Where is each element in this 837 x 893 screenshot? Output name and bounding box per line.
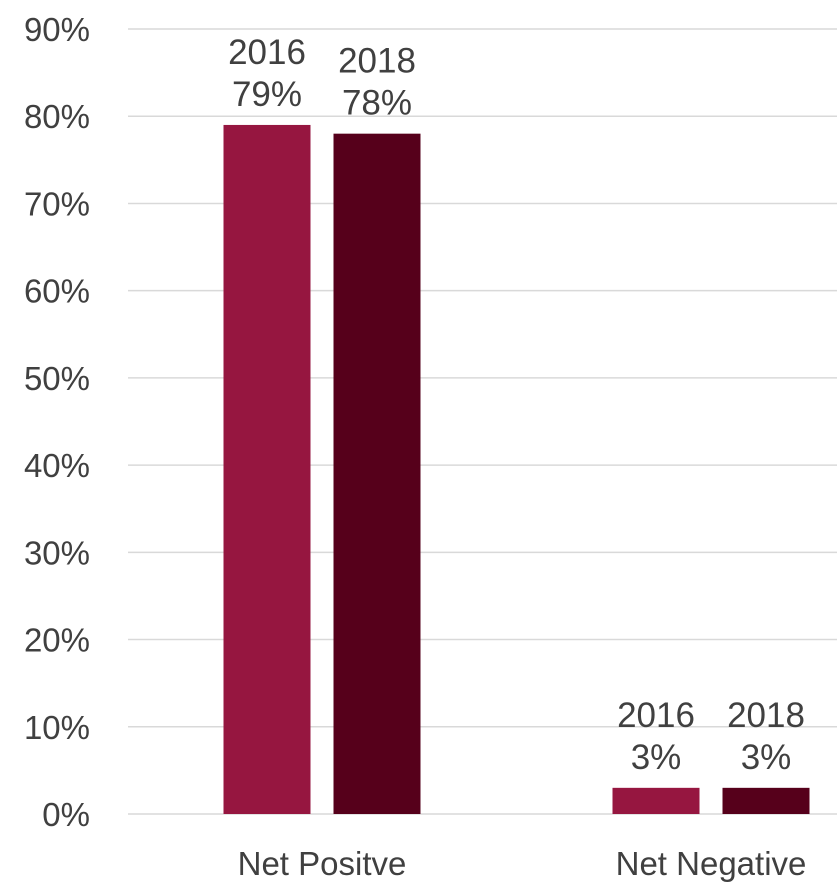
x-category-label: Net Positve (238, 845, 407, 882)
y-tick-label: 10% (24, 709, 90, 746)
data-label-2018-1: 2018 3% (727, 696, 805, 777)
y-tick-label: 80% (24, 98, 90, 135)
y-tick-label: 20% (24, 622, 90, 659)
data-label-series: 2018 (727, 696, 805, 735)
y-tick-label: 0% (42, 796, 90, 833)
data-label-series: 2016 (228, 33, 306, 72)
y-tick-label: 70% (24, 185, 90, 222)
data-label-value: 79% (232, 75, 302, 114)
data-label-value: 3% (631, 738, 682, 777)
data-label-series: 2016 (617, 696, 695, 735)
y-tick-label: 50% (24, 360, 90, 397)
y-tick-label: 60% (24, 273, 90, 310)
data-label-series: 2018 (338, 42, 416, 81)
bar-2018-1 (722, 787, 810, 814)
y-tick-label: 40% (24, 447, 90, 484)
data-label-2016-0: 2016 79% (228, 33, 306, 114)
data-label-2018-0: 2018 78% (338, 42, 416, 123)
bar-2018-0 (333, 133, 421, 814)
data-label-value: 3% (741, 738, 792, 777)
data-label-2016-1: 2016 3% (617, 696, 695, 777)
x-category-label: Net Negative (616, 845, 807, 882)
bars (223, 124, 810, 814)
data-label-value: 78% (342, 84, 412, 123)
bar-2016-1 (612, 787, 700, 814)
y-axis-tick-labels: 0% 10% 20% 30% 40% 50% 60% 70% 80% 90% (24, 11, 90, 833)
bar-2016-0 (223, 124, 311, 814)
x-axis-category-labels: Net Positve Net Negative (238, 845, 807, 882)
y-tick-label: 90% (24, 11, 90, 48)
data-labels: 2016 79%2016 3%2018 78%2018 3% (228, 33, 805, 777)
y-tick-label: 30% (24, 534, 90, 571)
